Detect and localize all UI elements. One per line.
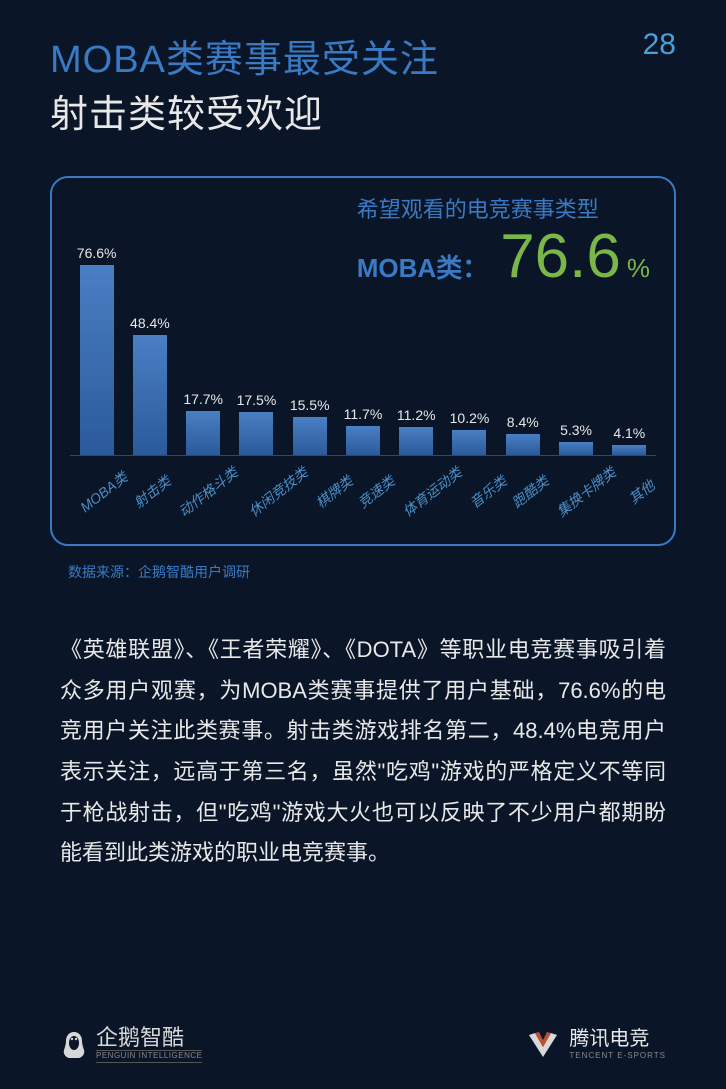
bar-value-label: 8.4% bbox=[507, 414, 539, 430]
bar-wrap: 17.7% bbox=[177, 236, 230, 455]
bar-wrap: 8.4% bbox=[496, 236, 549, 455]
bar bbox=[80, 265, 114, 455]
v-shield-icon bbox=[527, 1031, 559, 1059]
bar bbox=[293, 417, 327, 455]
bar bbox=[399, 427, 433, 455]
bar-wrap: 4.1% bbox=[603, 236, 656, 455]
logo-left-cn: 企鹅智酷 bbox=[96, 1026, 202, 1050]
category-label: 音乐类 bbox=[466, 471, 511, 513]
bar bbox=[239, 412, 273, 455]
logo-tencent-esports: 腾讯电竞 TENCENT E-SPORTS bbox=[527, 1028, 666, 1060]
data-source: 数据来源：企鹅智酷用户调研 bbox=[68, 562, 676, 582]
logo-left-text: 企鹅智酷 PENGUIN INTELLIGENCE bbox=[96, 1026, 202, 1063]
category-labels-row: MOBA类射击类动作格斗类休闲竞技类棋牌类竞速类体育运动类音乐类跑酷类集换卡牌类… bbox=[70, 462, 656, 504]
bars-row: 76.6% 48.4% 17.7% 17.5% 15.5% 11.7% 11.2% 10.2%… bbox=[70, 236, 656, 456]
category-label: MOBA类 bbox=[76, 467, 132, 517]
bar bbox=[346, 426, 380, 455]
bar bbox=[506, 434, 540, 455]
bar-wrap: 11.2% bbox=[390, 236, 443, 455]
category-label: 其他 bbox=[620, 471, 664, 512]
bar-value-label: 11.7% bbox=[344, 406, 383, 422]
bar-value-label: 11.2% bbox=[397, 407, 436, 423]
bars-area: 76.6% 48.4% 17.7% 17.5% 15.5% 11.7% 11.2% 10.2%… bbox=[70, 236, 656, 516]
category-label: 休闲竞技类 bbox=[245, 462, 312, 521]
bar-value-label: 17.5% bbox=[237, 392, 277, 408]
logo-penguin-intelligence: 企鹅智酷 PENGUIN INTELLIGENCE bbox=[60, 1026, 202, 1063]
bar-value-label: 15.5% bbox=[290, 397, 330, 413]
chart-container: 希望观看的电竞赛事类型 MOBA类： 76.6 % 76.6%48.4%17.7… bbox=[50, 176, 676, 546]
logo-left-en: PENGUIN INTELLIGENCE bbox=[96, 1050, 202, 1063]
callout-title: 希望观看的电竞赛事类型 bbox=[357, 192, 650, 224]
bar-wrap: 17.5% bbox=[230, 236, 283, 455]
body-text: 《英雄联盟》、《王者荣耀》、《DOTA》等职业电竞赛事吸引着众多用户观赛，为MO… bbox=[60, 630, 666, 874]
bar-value-label: 5.3% bbox=[560, 422, 592, 438]
footer: 企鹅智酷 PENGUIN INTELLIGENCE 腾讯电竞 TENCENT E… bbox=[0, 1026, 726, 1063]
bar bbox=[559, 442, 593, 455]
bar bbox=[186, 411, 220, 455]
page-number: 28 bbox=[643, 28, 676, 62]
penguin-icon bbox=[60, 1030, 88, 1060]
bar bbox=[133, 335, 167, 455]
bar-value-label: 10.2% bbox=[450, 410, 490, 426]
category-label: 射击类 bbox=[130, 471, 175, 513]
bar-value-label: 4.1% bbox=[613, 425, 645, 441]
category-label: 动作格斗类 bbox=[175, 462, 242, 521]
category-label: 体育运动类 bbox=[399, 462, 466, 521]
bar-wrap: 11.7% bbox=[336, 236, 389, 455]
category-label: 跑酷类 bbox=[508, 471, 553, 513]
title-line1: MOBA类赛事最受关注 bbox=[50, 28, 676, 83]
bar-value-label: 76.6% bbox=[77, 245, 117, 261]
category-label: 集换卡牌类 bbox=[553, 462, 620, 521]
bar-wrap: 48.4% bbox=[123, 236, 176, 455]
header: MOBA类赛事最受关注 射击类较受欢迎 28 bbox=[0, 0, 726, 158]
title-line2: 射击类较受欢迎 bbox=[50, 83, 676, 138]
category-label: 棋牌类 bbox=[312, 471, 357, 513]
bar-wrap: 10.2% bbox=[443, 236, 496, 455]
logo-right-cn: 腾讯电竞 bbox=[569, 1028, 666, 1051]
bar-wrap: 5.3% bbox=[549, 236, 602, 455]
bar bbox=[612, 445, 646, 455]
bar-wrap: 15.5% bbox=[283, 236, 336, 455]
bar-value-label: 48.4% bbox=[130, 315, 170, 331]
bar-value-label: 17.7% bbox=[183, 391, 223, 407]
logo-right-en: TENCENT E-SPORTS bbox=[569, 1051, 666, 1060]
logo-right-text: 腾讯电竞 TENCENT E-SPORTS bbox=[569, 1028, 666, 1060]
bar bbox=[452, 430, 486, 455]
category-label: 竞速类 bbox=[354, 471, 399, 513]
bar-wrap: 76.6% bbox=[70, 236, 123, 455]
